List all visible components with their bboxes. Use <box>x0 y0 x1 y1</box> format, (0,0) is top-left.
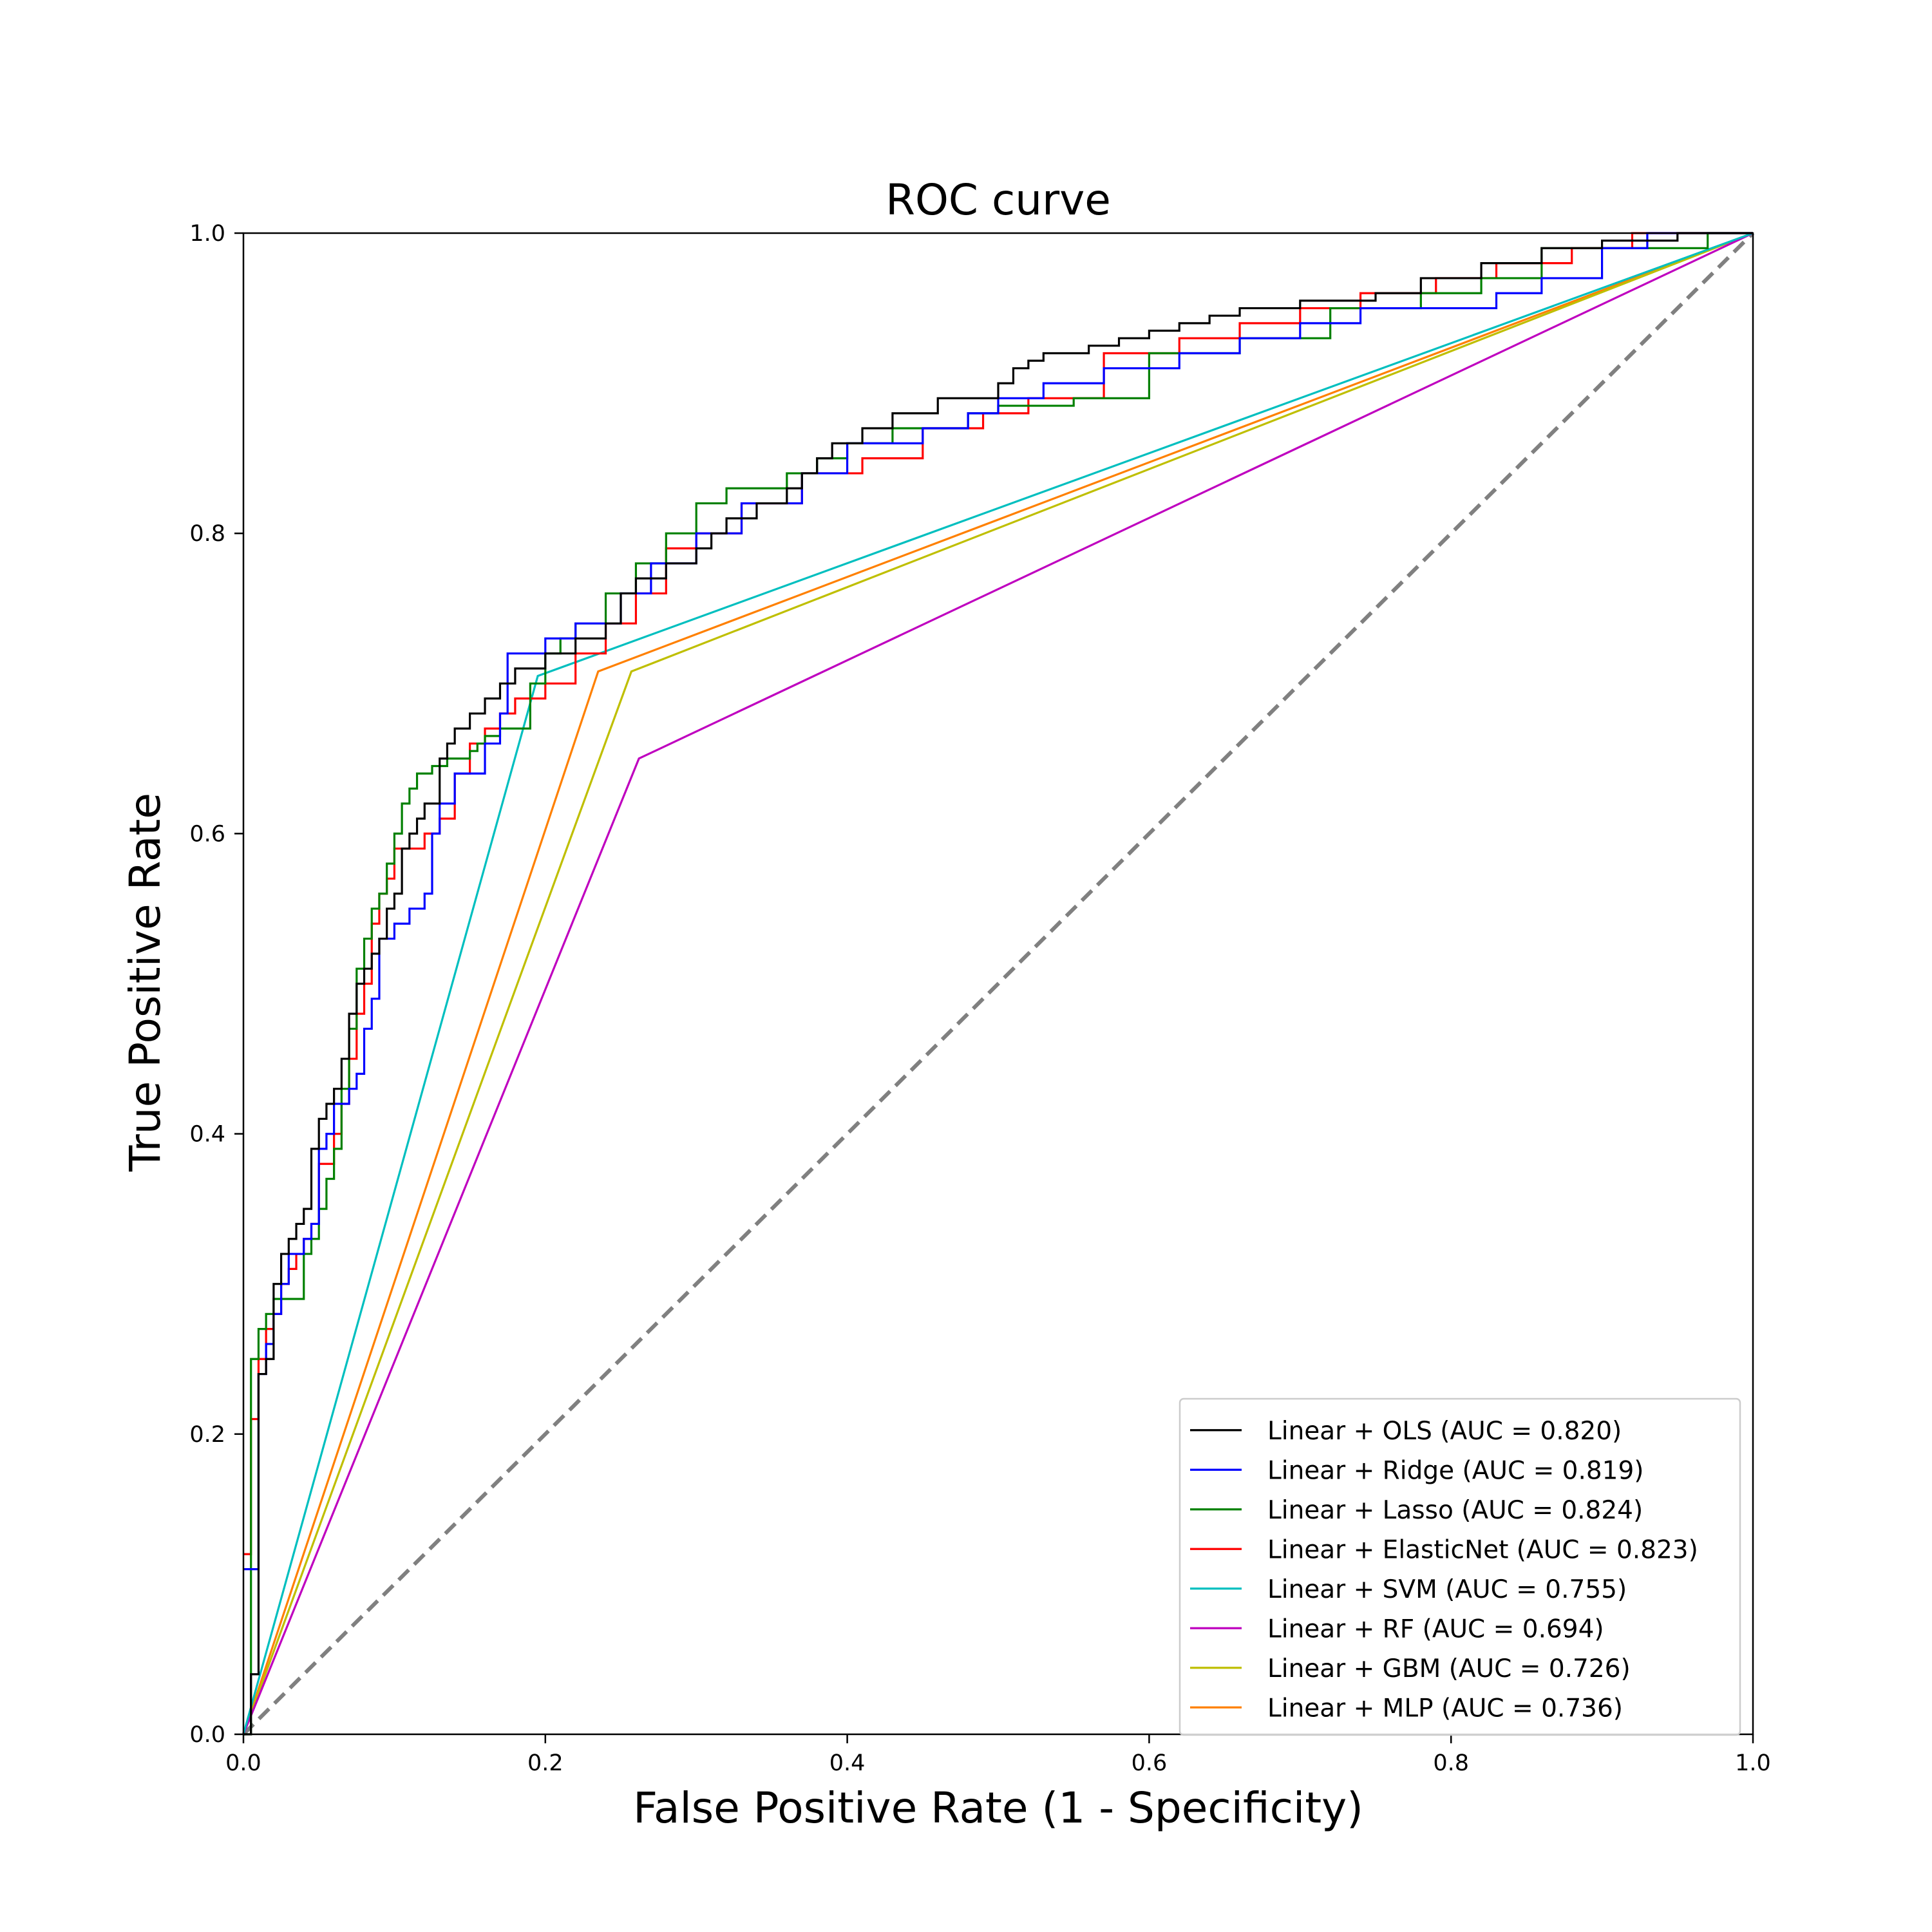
x-tick-label-2: 0.4 <box>829 1750 866 1776</box>
legend-frame <box>1179 1397 1741 1736</box>
legend-label-1: Linear + Ridge (AUC = 0.819) <box>1267 1456 1644 1485</box>
series-line-6 <box>242 232 1754 1735</box>
axes-frame <box>242 232 1754 1736</box>
series-line-5 <box>242 232 1754 1735</box>
chart-title: ROC curve <box>886 175 1111 225</box>
reference-diagonal <box>242 231 1755 1736</box>
legend-label-0: Linear + OLS (AUC = 0.820) <box>1267 1417 1622 1446</box>
series-line-7 <box>242 232 1754 1735</box>
legend-label-2: Linear + Lasso (AUC = 0.824) <box>1267 1496 1643 1525</box>
plot-area: 0.0 0.2 0.4 0.6 0.8 1.0 0.0 0.2 0.4 0.6 0.8 1.0 <box>189 221 1771 1776</box>
legend-label-7: Linear + MLP (AUC = 0.736) <box>1267 1694 1623 1723</box>
legend-label-3: Linear + ElasticNet (AUC = 0.823) <box>1267 1535 1698 1564</box>
y-tick-label-1: 0.2 <box>189 1422 225 1448</box>
legend-label-6: Linear + GBM (AUC = 0.726) <box>1267 1654 1631 1683</box>
x-tick-label-3: 0.6 <box>1132 1750 1168 1776</box>
legend: Linear + OLS (AUC = 0.820) Linear + Ridge… <box>1179 1397 1741 1736</box>
series-line-2 <box>243 232 1753 1736</box>
x-tick-label-4: 0.8 <box>1433 1750 1469 1776</box>
x-tick-label-5: 1.0 <box>1735 1750 1771 1776</box>
legend-label-5: Linear + RF (AUC = 0.694) <box>1267 1615 1604 1643</box>
series-line-1 <box>243 232 1753 1571</box>
y-tick-label-5: 1.0 <box>189 221 225 247</box>
y-axis-label: True Positive Rate <box>120 793 170 1172</box>
series-line-0 <box>243 232 1753 1736</box>
x-tick-label-0: 0.0 <box>225 1750 261 1776</box>
series-line-4 <box>242 232 1754 1735</box>
legend-label-4: Linear + SVM (AUC = 0.755) <box>1267 1575 1627 1604</box>
x-tick-label-1: 0.2 <box>527 1750 564 1776</box>
y-tick-label-4: 0.8 <box>189 521 225 547</box>
y-tick-label-0: 0.0 <box>189 1722 225 1748</box>
y-tick-label-3: 0.6 <box>189 821 225 847</box>
x-axis-label: False Positive Rate (1 - Specificity) <box>633 1783 1363 1833</box>
y-tick-label-2: 0.4 <box>189 1122 225 1148</box>
